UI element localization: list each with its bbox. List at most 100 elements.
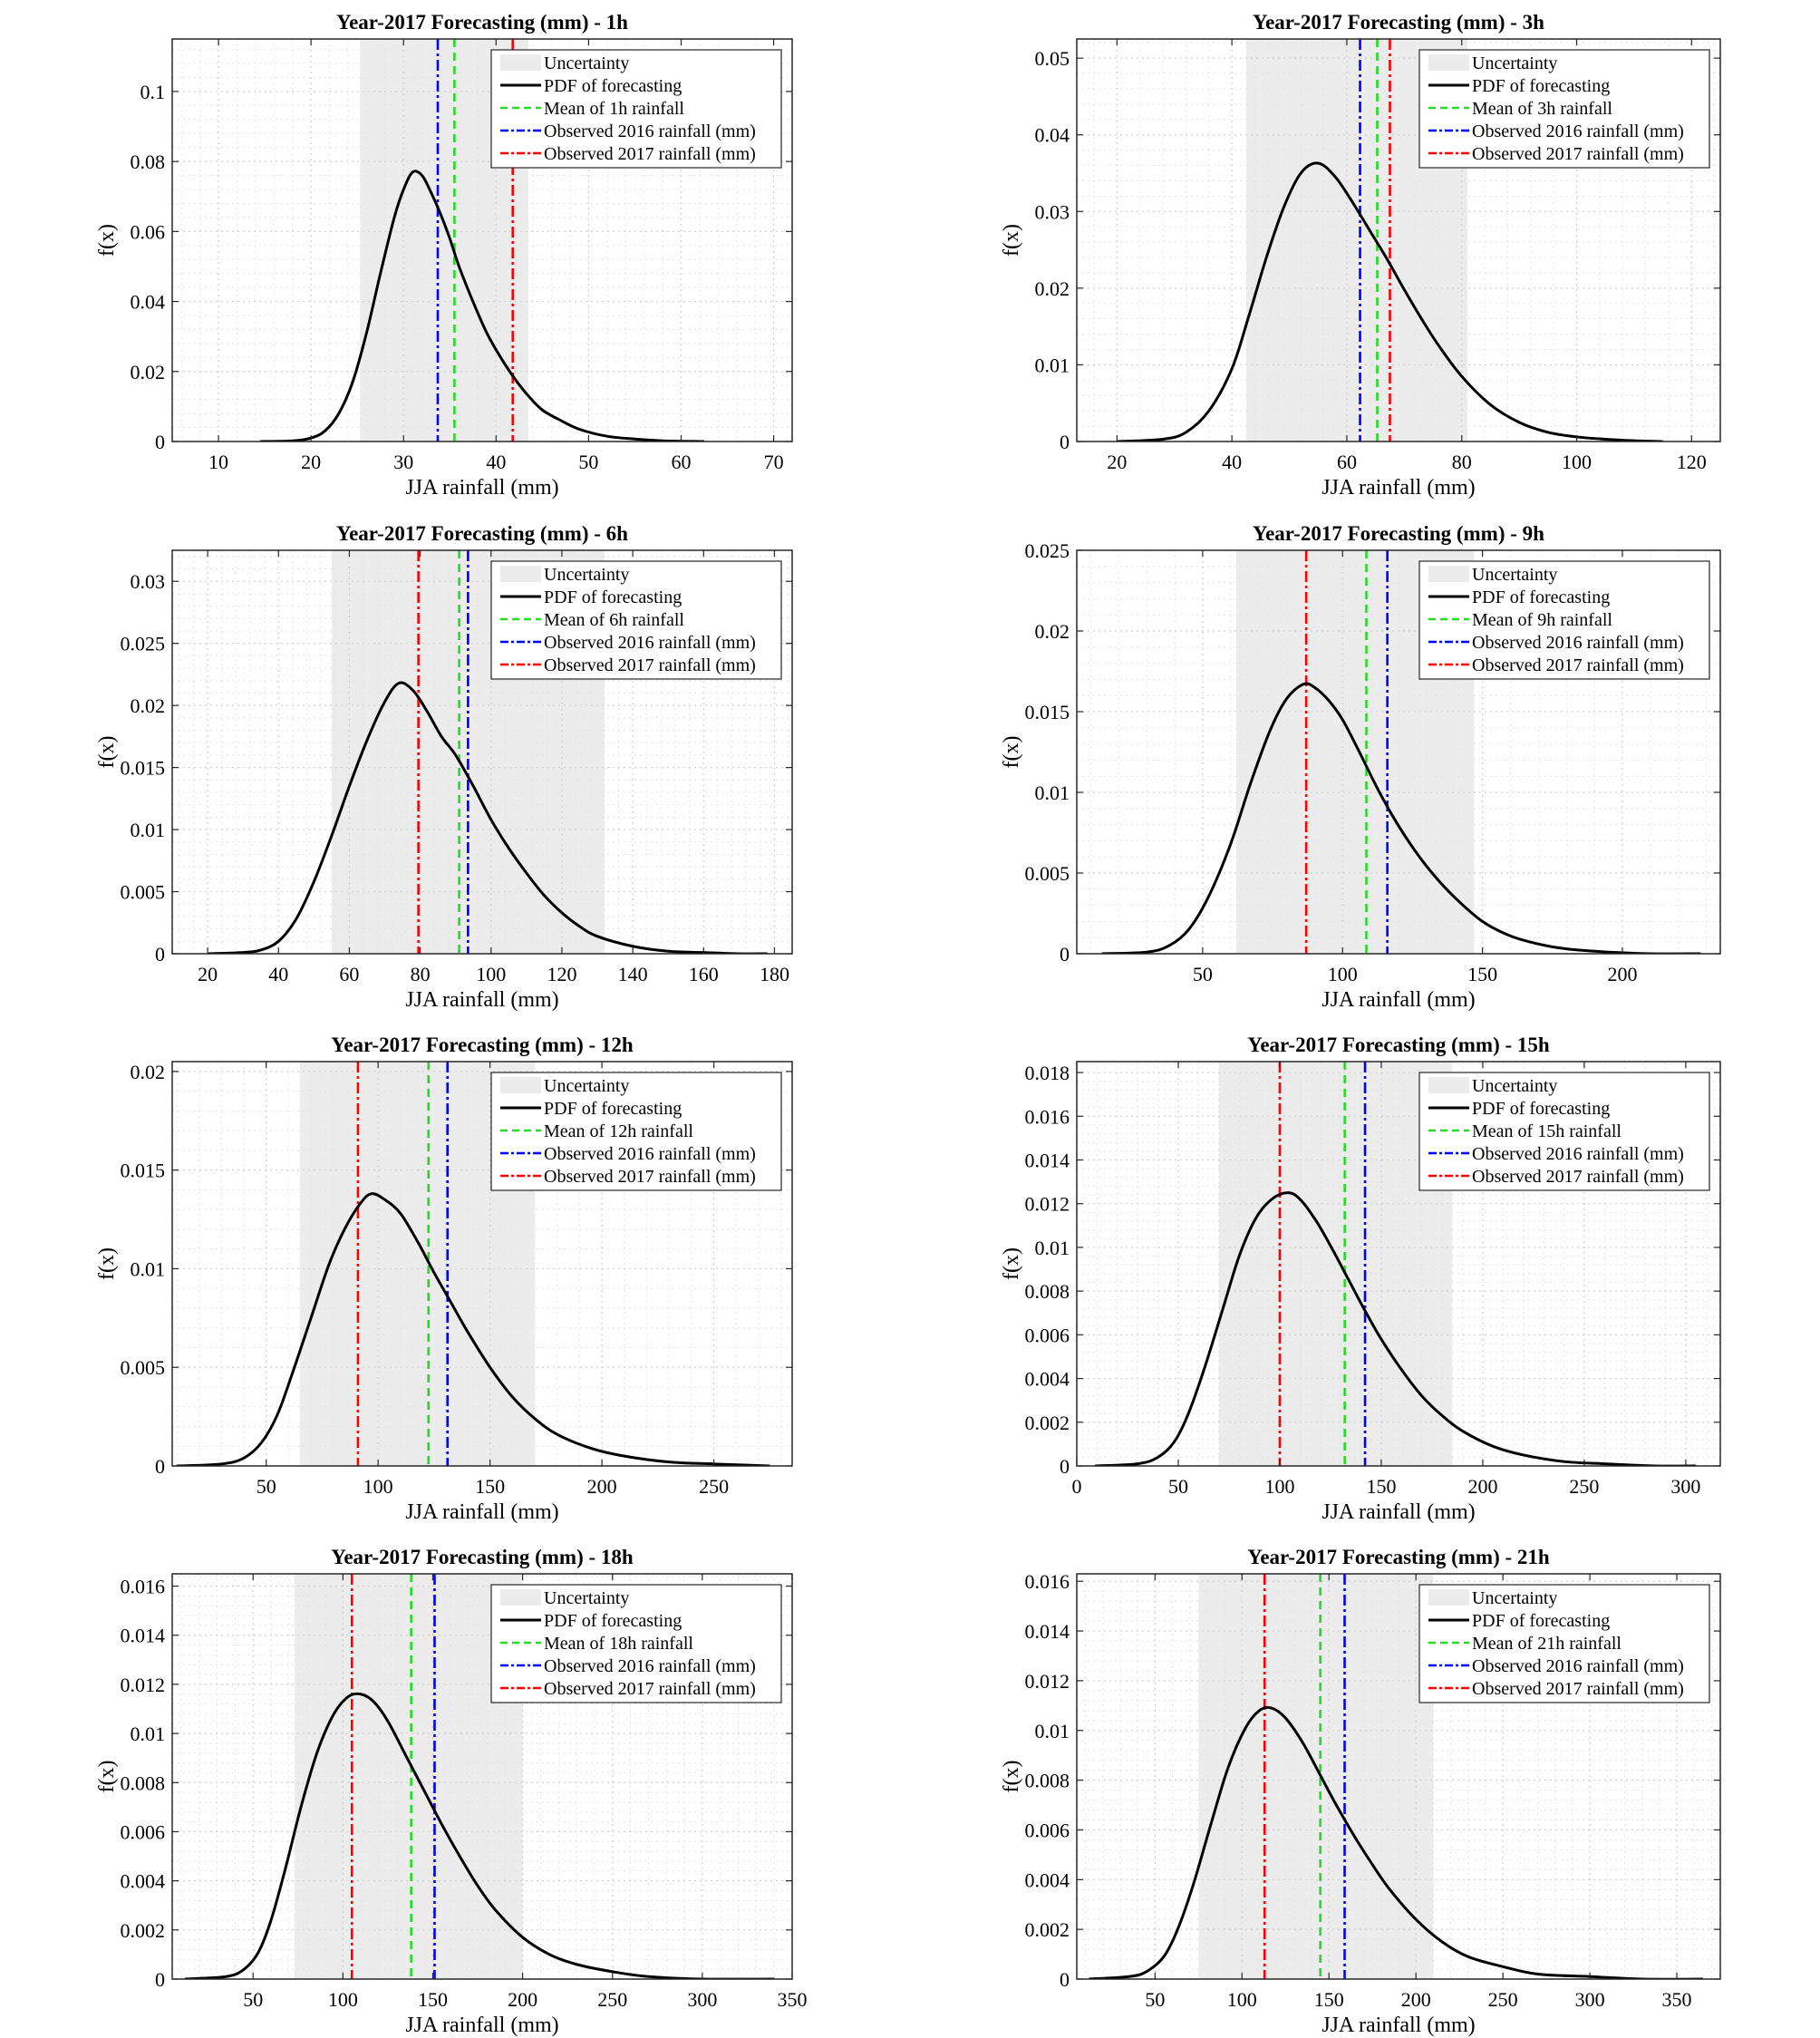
x-tick-label: 300 [1575, 1988, 1605, 2011]
legend-label: Mean of 18h rainfall [544, 1634, 693, 1654]
legend-label: Uncertainty [1472, 53, 1557, 73]
y-tick-label: 0.016 [1025, 1105, 1070, 1128]
uncertainty-band [294, 1574, 523, 1979]
legend-label: Observed 2016 rainfall (mm) [544, 1656, 756, 1676]
legend-label: PDF of forecasting [1472, 76, 1610, 96]
y-axis-label: f(x) [95, 224, 119, 257]
legend-label: Observed 2017 rainfall (mm) [1472, 144, 1684, 164]
uncertainty-band [1198, 1574, 1434, 1979]
pdf-curve [176, 1192, 770, 1466]
y-tick-label: 0 [1060, 1968, 1070, 1991]
x-tick-label: 150 [1314, 1988, 1344, 2011]
legend-swatch [1428, 1077, 1469, 1093]
x-tick-label: 10 [208, 451, 228, 473]
x-axis-label: JJA rainfall (mm) [405, 988, 558, 1012]
pdf-curve [259, 170, 705, 442]
y-tick-label: 0.005 [121, 881, 166, 904]
x-tick-label: 100 [1328, 963, 1358, 985]
x-tick-label: 100 [1264, 1475, 1294, 1498]
chart-panel-1: 10 20 30 40 50 60 70 0 0.02 0.04 0.06 0.08 0.1 Year-2… [95, 11, 793, 500]
x-tick-label: 200 [587, 1475, 617, 1498]
chart-title: Year-2017 Forecasting (mm) - 12h [331, 1034, 634, 1056]
y-tick-label: 0 [1060, 1455, 1070, 1478]
y-tick-label: 0.04 [131, 291, 166, 314]
legend-label: Uncertainty [544, 1588, 629, 1608]
legend-swatch [1428, 1589, 1469, 1606]
legend-label: Observed 2017 rainfall (mm) [1472, 1167, 1684, 1187]
pdf-curve [208, 681, 768, 954]
legend-label: PDF of forecasting [1472, 587, 1610, 607]
x-tick-label: 60 [339, 963, 359, 985]
x-tick-label: 350 [1662, 1988, 1692, 2011]
x-tick-label: 20 [198, 963, 218, 985]
legend-swatch [500, 1589, 541, 1606]
legend-label: Uncertainty [544, 53, 629, 73]
x-tick-label: 160 [689, 963, 719, 985]
y-tick-label: 0.008 [1025, 1770, 1070, 1792]
grid [1077, 1062, 1720, 1466]
legend-label: Observed 2017 rainfall (mm) [1472, 1679, 1684, 1699]
grid [172, 1574, 792, 1979]
legend-label: Uncertainty [1472, 1588, 1557, 1608]
x-tick-label: 20 [1107, 451, 1127, 473]
y-axis-label: f(x) [1000, 1761, 1023, 1793]
chart-panel-7: 50 100 150 200 250 300 350 0 0.002 0.004 0.006 0.00… [95, 1546, 808, 2037]
x-tick-label: 20 [301, 451, 321, 473]
pdf-curve [1095, 1191, 1697, 1466]
y-tick-label: 0.01 [1035, 781, 1070, 804]
y-tick-label: 0.004 [1025, 1868, 1070, 1891]
legend-label: Observed 2017 rainfall (mm) [1472, 655, 1684, 675]
legend-label: PDF of forecasting [1472, 1611, 1610, 1631]
y-tick-label: 0.006 [1025, 1819, 1070, 1841]
axes-box [171, 38, 793, 442]
chart-title: Year-2017 Forecasting (mm) - 21h [1247, 1546, 1550, 1568]
legend-label: PDF of forecasting [1472, 1099, 1610, 1119]
y-tick-label: 0.012 [121, 1674, 166, 1696]
y-tick-label: 0.03 [131, 570, 166, 593]
x-tick-label: 250 [1569, 1475, 1599, 1498]
legend-label: Mean of 12h rainfall [544, 1121, 693, 1141]
x-tick-label: 70 [764, 451, 784, 473]
x-tick-label: 40 [486, 451, 506, 473]
x-tick-label: 250 [699, 1475, 729, 1498]
x-tick-label: 150 [475, 1475, 505, 1498]
x-tick-label: 250 [1488, 1988, 1518, 2011]
x-tick-label: 0 [1072, 1475, 1082, 1498]
y-tick-label: 0.004 [121, 1870, 166, 1893]
pdf-curve [1101, 682, 1701, 954]
x-axis-label: JJA rainfall (mm) [405, 476, 558, 500]
y-tick-label: 0 [155, 943, 165, 966]
legend-label: Uncertainty [1472, 565, 1557, 585]
x-tick-label: 300 [1670, 1475, 1700, 1498]
x-tick-label: 200 [1401, 1988, 1431, 2011]
x-axis-label: JJA rainfall (mm) [405, 2014, 558, 2037]
y-axis-label: f(x) [95, 1247, 119, 1280]
legend-label: Uncertainty [1472, 1076, 1557, 1096]
x-tick-label: 300 [687, 1988, 717, 2011]
x-tick-label: 200 [1467, 1475, 1497, 1498]
y-axis-label: f(x) [1000, 736, 1023, 769]
legend-label: PDF of forecasting [544, 1099, 682, 1119]
y-tick-label: 0.005 [121, 1356, 166, 1379]
x-tick-label: 150 [1366, 1475, 1396, 1498]
legend-label: Mean of 9h rainfall [1472, 610, 1612, 630]
y-tick-label: 0.04 [1035, 124, 1070, 147]
x-tick-label: 200 [508, 1988, 537, 2011]
legend-label: Mean of 15h rainfall [1472, 1121, 1622, 1141]
y-tick-label: 0.02 [131, 361, 166, 383]
x-tick-label: 180 [760, 963, 789, 985]
x-tick-label: 250 [597, 1988, 627, 2011]
x-tick-label: 120 [547, 963, 576, 985]
x-tick-label: 40 [268, 963, 288, 985]
legend-label: Observed 2016 rainfall (mm) [544, 1144, 756, 1164]
y-tick-label: 0 [1060, 431, 1070, 453]
legend-label: Observed 2017 rainfall (mm) [544, 144, 756, 164]
y-tick-label: 0.01 [1035, 1237, 1070, 1259]
y-tick-label: 0.01 [131, 819, 166, 841]
x-tick-label: 200 [1607, 963, 1637, 985]
legend: Uncertainty PDF of forecasting Mean of 18h… [490, 1584, 782, 1703]
legend-label: Observed 2016 rainfall (mm) [1472, 633, 1684, 653]
axes-box [1076, 1573, 1721, 1980]
